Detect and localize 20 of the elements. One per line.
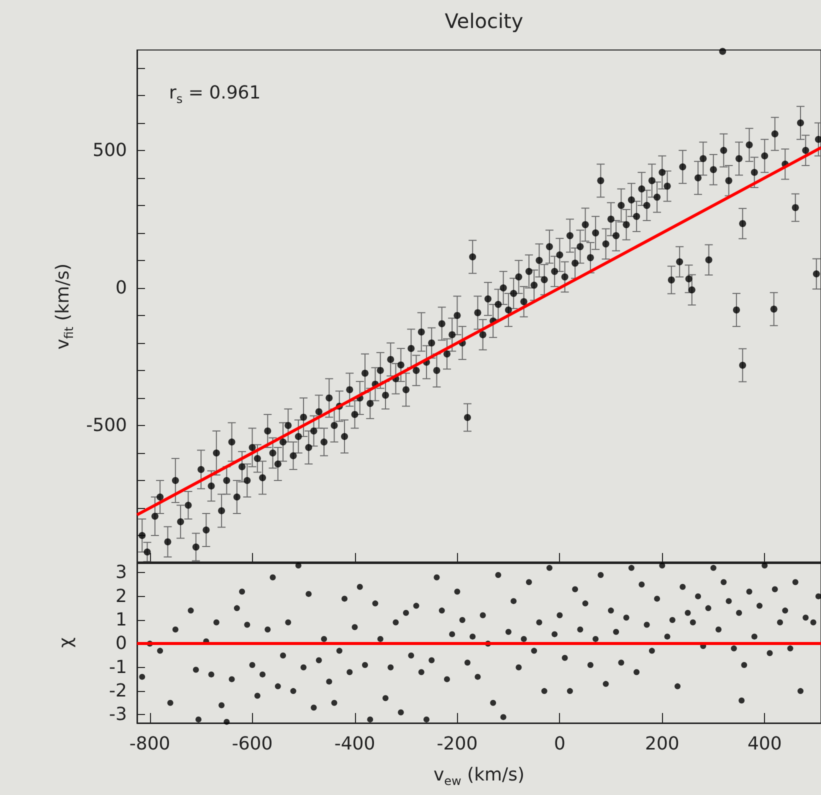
y-tick-label: -1 xyxy=(109,656,127,678)
x-tick-label: -400 xyxy=(334,734,376,754)
y-tick-label: 0 xyxy=(116,277,127,298)
y-tick-label: -500 xyxy=(86,414,127,436)
x-tick-label: -800 xyxy=(129,734,170,754)
x-tick-label: -200 xyxy=(436,734,478,754)
chart-title: Velocity xyxy=(444,9,524,33)
x-tick-label: 200 xyxy=(644,734,680,754)
x-tick-label: 400 xyxy=(747,734,782,754)
y-tick-label: 500 xyxy=(92,140,127,161)
y-tick-label: 0 xyxy=(116,633,127,654)
x-tick-label: -600 xyxy=(232,734,273,754)
x-tick-label: 0 xyxy=(554,734,566,754)
y-tick-label: 3 xyxy=(116,562,127,584)
y-tick-label: 1 xyxy=(116,610,127,631)
y-axis-title: vfit (km/s) xyxy=(52,263,76,350)
y-tick-label: -3 xyxy=(109,704,127,726)
y-tick-label: -2 xyxy=(109,680,127,702)
y-tick-label: 2 xyxy=(116,586,127,607)
y-axis-title: χ xyxy=(56,637,76,648)
